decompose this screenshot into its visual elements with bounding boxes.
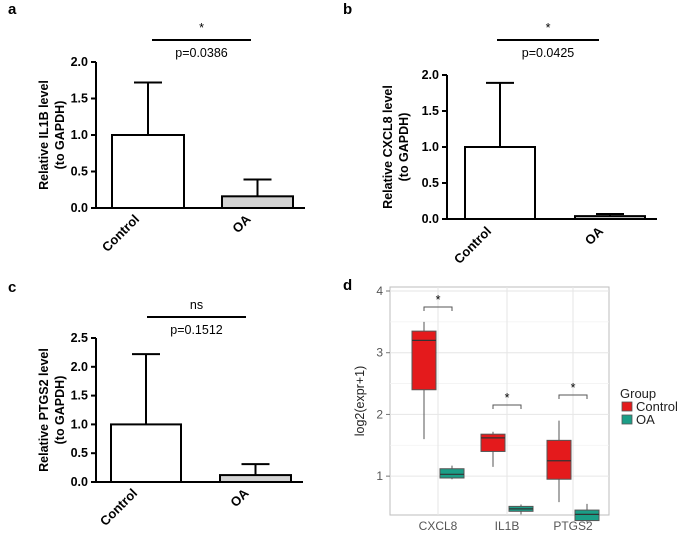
box-cxcl8-oa [439,468,465,479]
x-category-label: Control [451,224,494,267]
x-category-label: IL1B [495,519,520,533]
bar-control [111,134,185,209]
legend-label: OA [636,412,655,427]
bar-oa [219,474,292,484]
y-axis-label: Relative PTGS2 level [37,348,51,472]
legend-swatch-oa [621,414,633,425]
x-category-label: Control [99,212,142,255]
panel-label: b [343,1,352,18]
box-ptgs2-control [546,439,572,480]
y-tick-label: 1 [376,469,383,483]
panel-a: a 0.0 0.5 1.0 1.5 2.0 Relative IL1B level (to G… [8,1,305,255]
x-category-label: OA [229,211,254,236]
y-tick-label: 1.5 [71,92,88,106]
plot-area [389,286,610,516]
bar-control [110,423,182,483]
significance-mark: * [505,391,510,405]
x-category-label: Control [97,486,140,529]
significance-mark: * [436,293,441,307]
y-axis-label: log2(expr+1) [353,366,367,437]
y-tick-label: 2.0 [71,55,88,69]
y-axis-label-sub: (to GAPDH) [53,376,67,445]
y-tick-label: 2.0 [71,360,88,374]
significance-mark: ns [190,298,203,312]
y-tick-label: 1.0 [422,140,439,154]
p-value-label: p=0.0386 [175,46,228,60]
significance-bracket [558,394,588,399]
significance-bracket [492,404,522,409]
y-tick-label: 0.0 [71,201,88,215]
y-tick-label: 0.5 [71,165,88,179]
x-category-label: CXCL8 [419,519,458,533]
y-tick-label: 3 [376,346,383,360]
y-tick-label: 4 [376,284,383,298]
y-tick-label: 0.5 [71,446,88,460]
y-tick-label: 2.5 [71,331,88,345]
y-tick-label: 2.0 [422,68,439,82]
y-tick-label: 1.0 [71,417,88,431]
box-il1b-control [480,433,506,452]
legend-title: Group [620,386,656,401]
y-tick-label: 0.5 [422,176,439,190]
panel-label: a [8,1,17,18]
y-axis-label-sub: (to GAPDH) [397,113,411,182]
significance-mark: * [546,21,551,35]
y-tick-label: 1.0 [71,128,88,142]
y-tick-label: 1.5 [422,104,439,118]
significance-bracket [423,306,453,311]
y-axis-label-sub: (to GAPDH) [53,101,67,170]
panel-d: d 1 2 3 4 * * * CXCL8 IL1B PTGS2 log2(expr+1) GroupC… [343,277,678,533]
panel-b: b 0.0 0.5 1.0 1.5 2.0 Relative CXCL8 level (to … [343,1,657,267]
panel-c: c 0.0 0.5 1.0 1.5 2.0 2.5 Relative PTGS2 level(… [8,279,303,529]
legend-swatch-control [621,401,633,412]
x-category-label: PTGS2 [553,519,593,533]
y-axis-label: Relative IL1B level [37,80,51,190]
x-category-label: OA [582,223,607,248]
significance-mark: * [571,381,576,395]
x-category-label: OA [227,485,252,510]
significance-mark: * [199,21,204,35]
panel-label: c [8,279,16,296]
p-value-label: p=0.0425 [522,46,575,60]
y-tick-label: 0.0 [71,475,88,489]
y-tick-label: 1.5 [71,389,88,403]
y-tick-label: 2 [376,407,383,421]
bar-control [464,146,536,220]
legend-label: Control [636,399,678,414]
box-ptgs2-oa [574,509,600,522]
bar-oa [221,195,294,210]
panel-label: d [343,277,352,294]
p-value-label: p=0.1512 [170,323,223,337]
y-tick-label: 0.0 [422,212,439,226]
y-axis-label: Relative CXCL8 level [381,85,395,209]
